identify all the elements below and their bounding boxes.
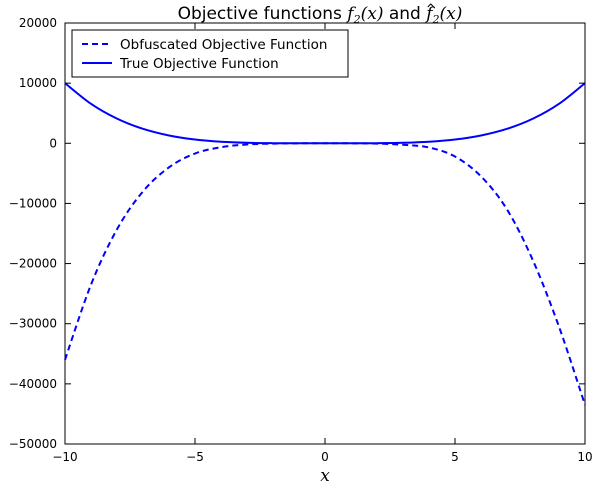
x-tick-label: 10 (577, 450, 592, 464)
series-line-true (64, 82, 586, 145)
plot-frame (64, 22, 586, 445)
x-axis-label: x (320, 466, 330, 486)
x-tick-label: 0 (321, 450, 329, 464)
y-tick-label: −40000 (9, 377, 57, 391)
title-sub-hat: 2 (432, 13, 440, 26)
x-tick-label: 5 (451, 450, 459, 464)
y-axis-ticks: −50000 −40000 −30000 −20000 −10000 0 10000 2000… (9, 16, 585, 451)
title-hat-accent (427, 3, 435, 8)
title-f: f (345, 4, 356, 24)
y-tick-label: 0 (49, 136, 57, 150)
title-and: and (383, 4, 426, 24)
legend-label-obfuscated: Obfuscated Objective Function (120, 37, 327, 53)
title-arg-hat: (x) (440, 4, 463, 24)
legend-box (71, 29, 349, 78)
y-tick-label: 10000 (19, 76, 57, 90)
x-tick-label: −10 (52, 450, 77, 464)
chart-title: Objective functions f2(x) and f2(x) (178, 4, 463, 26)
y-tick-label: −50000 (9, 437, 57, 451)
y-tick-label: −10000 (9, 196, 57, 210)
series-layer (64, 82, 586, 406)
title-fhat: f (424, 4, 435, 24)
title-sub: 2 (353, 13, 361, 26)
y-tick-label: −30000 (9, 317, 57, 331)
title-arg: (x) (361, 4, 384, 24)
x-tick-label: −5 (186, 450, 204, 464)
title-prefix: Objective functions (178, 4, 348, 24)
y-tick-label: −20000 (9, 257, 57, 271)
legend-label-true: True Objective Function (119, 56, 279, 72)
legend: Obfuscated Objective Function True Objec… (71, 29, 349, 78)
x-axis-ticks: −10 −5 0 5 10 (52, 23, 593, 464)
y-tick-label: 20000 (19, 16, 57, 30)
